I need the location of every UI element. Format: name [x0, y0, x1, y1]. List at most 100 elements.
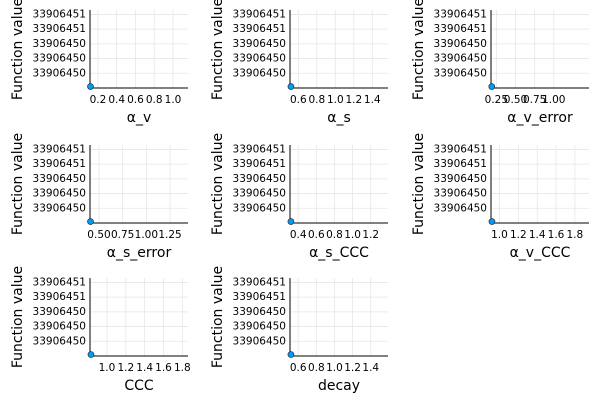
x-tick-label: 1.00 — [542, 94, 565, 106]
y-tick-label: 33906450 — [33, 321, 86, 333]
y-tick-label: 33906451 — [33, 143, 86, 155]
y-tick-label: 33906450 — [33, 173, 86, 185]
x-axis-label: α_s_CCC — [309, 245, 369, 261]
y-tick-label: 33906451 — [233, 143, 286, 155]
y-tick-label: 33906450 — [233, 335, 286, 347]
y-tick-label: 33906450 — [233, 173, 286, 185]
x-tick-label: 0.6 — [290, 362, 307, 374]
y-tick-label: 33906450 — [233, 306, 286, 318]
x-tick-label: 0.8 — [308, 362, 325, 374]
x-tick-label: 1.0 — [344, 229, 361, 241]
x-tick-label: 1.25 — [158, 229, 181, 241]
y-tick-label: 33906450 — [33, 202, 86, 214]
x-tick-label: 1.0 — [327, 94, 344, 106]
y-tick-label: 33906451 — [233, 23, 286, 35]
x-tick-label: 1.8 — [567, 229, 584, 241]
x-tick-label: 0.8 — [146, 94, 163, 106]
y-tick-label: 33906450 — [233, 188, 286, 200]
y-tick-label: 33906450 — [33, 67, 86, 79]
y-axis-label: Function value — [10, 266, 26, 368]
x-tick-label: 1.4 — [364, 94, 381, 106]
y-tick-label: 33906451 — [434, 143, 487, 155]
y-tick-label: 33906450 — [33, 306, 86, 318]
point — [488, 218, 496, 225]
point — [287, 218, 295, 225]
x-tick-label: 1.4 — [136, 362, 153, 374]
y-tick-label: 33906450 — [33, 335, 86, 347]
y-tick-label: 33906450 — [33, 38, 86, 50]
x-tick-label: 0.6 — [127, 94, 144, 106]
y-axis-label: Function value — [210, 266, 226, 368]
x-tick-label: 0.50 — [87, 229, 110, 241]
y-axis-label: Function value — [411, 133, 427, 235]
y-tick-label: 33906451 — [233, 8, 286, 20]
y-tick-label: 33906451 — [33, 23, 86, 35]
x-tick-label: 1.0 — [165, 94, 182, 106]
x-tick-label: 1.2 — [117, 362, 134, 374]
x-tick-label: 0.2 — [90, 94, 107, 106]
x-tick-label: 0.8 — [308, 94, 325, 106]
x-axis-label: α_s — [327, 110, 351, 126]
y-tick-label: 33906451 — [233, 158, 286, 170]
point — [287, 83, 295, 90]
x-tick-label: 1.2 — [345, 94, 362, 106]
x-tick-label: 1.0 — [99, 362, 116, 374]
x-tick-label: 0.25 — [485, 94, 508, 106]
x-axis-label: α_v_CCC — [510, 245, 571, 261]
point — [87, 83, 94, 90]
y-tick-label: 33906451 — [434, 158, 487, 170]
x-tick-label: 1.0 — [326, 362, 343, 374]
y-tick-label: 33906451 — [33, 276, 86, 288]
x-tick-label: 1.2 — [510, 229, 527, 241]
y-tick-label: 33906450 — [434, 53, 487, 65]
x-tick-label: 0.6 — [308, 229, 325, 241]
y-tick-label: 33906451 — [33, 291, 86, 303]
point — [287, 351, 295, 358]
y-tick-label: 33906450 — [233, 321, 286, 333]
x-tick-label: 1.00 — [135, 229, 158, 241]
x-tick-label: 0.4 — [290, 229, 307, 241]
y-tick-label: 33906450 — [434, 38, 487, 50]
point — [87, 218, 94, 225]
y-tick-label: 33906451 — [33, 8, 86, 20]
x-tick-label: 0.6 — [290, 94, 307, 106]
x-tick-label: 1.4 — [362, 362, 379, 374]
y-tick-label: 33906450 — [33, 188, 86, 200]
x-axis-label: α_v_error — [507, 110, 573, 126]
y-tick-label: 33906450 — [233, 38, 286, 50]
y-axis-label: Function value — [10, 0, 26, 100]
x-tick-label: 1.6 — [155, 362, 172, 374]
y-axis-label: Function value — [210, 133, 226, 235]
y-tick-label: 33906451 — [233, 291, 286, 303]
y-tick-label: 33906450 — [33, 53, 86, 65]
point — [488, 83, 496, 90]
x-tick-label: 1.2 — [362, 229, 379, 241]
x-axis-label: decay — [318, 378, 360, 394]
x-axis-label: α_v — [127, 110, 152, 126]
x-tick-label: 1.6 — [548, 229, 565, 241]
x-tick-label: 0.75 — [523, 94, 546, 106]
x-tick-label: 0.4 — [108, 94, 125, 106]
x-tick-label: 0.8 — [326, 229, 343, 241]
y-tick-label: 33906450 — [434, 173, 487, 185]
y-axis-label: Function value — [10, 133, 26, 235]
y-axis-label: Function value — [411, 0, 427, 100]
y-tick-label: 33906450 — [434, 188, 487, 200]
y-tick-label: 33906451 — [434, 8, 487, 20]
x-tick-label: 1.2 — [344, 362, 361, 374]
x-tick-label: 1.0 — [491, 229, 508, 241]
y-axis-label: Function value — [210, 0, 226, 100]
y-tick-label: 33906450 — [434, 67, 487, 79]
x-tick-label: 0.50 — [504, 94, 527, 106]
x-axis-label: α_s_error — [107, 245, 172, 261]
point — [87, 351, 95, 358]
y-tick-label: 33906451 — [233, 276, 286, 288]
y-tick-label: 33906451 — [33, 158, 86, 170]
y-tick-label: 33906450 — [233, 202, 286, 214]
y-tick-label: 33906450 — [434, 202, 487, 214]
x-tick-label: 0.75 — [111, 229, 134, 241]
x-axis-label: CCC — [124, 378, 154, 394]
x-tick-label: 1.4 — [529, 229, 546, 241]
y-tick-label: 33906450 — [233, 53, 286, 65]
